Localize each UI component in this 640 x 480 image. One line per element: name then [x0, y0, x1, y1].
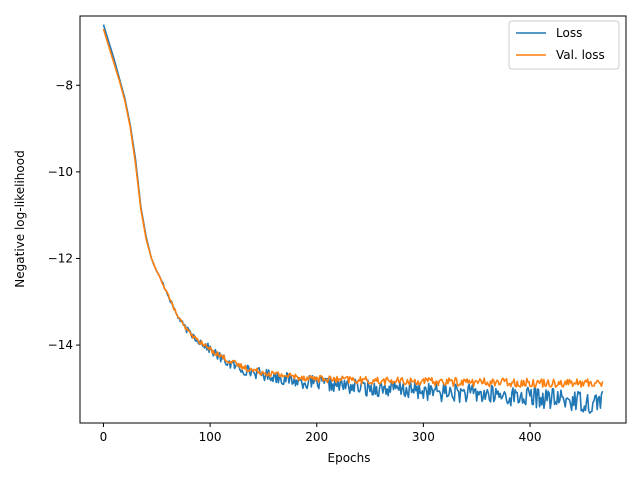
- legend: Loss Val. loss: [508, 20, 620, 70]
- legend-label-val-loss: Val. loss: [556, 48, 605, 62]
- y-tick-label: −14: [48, 338, 73, 352]
- y-axis-label: Negative log-likelihood: [13, 150, 27, 287]
- plot-frame: [79, 15, 627, 424]
- x-axis-label: Epochs: [328, 451, 371, 465]
- x-axis-ticks: 0 100 200 300 400: [100, 423, 542, 444]
- legend-label-loss: Loss: [556, 26, 582, 40]
- x-tick-label: 200: [305, 430, 328, 444]
- y-tick-label: −8: [55, 78, 73, 92]
- x-tick-label: 0: [100, 430, 108, 444]
- y-tick-label: −12: [48, 251, 73, 265]
- x-tick-label: 100: [199, 430, 222, 444]
- series-line-loss: [102, 24, 604, 414]
- x-tick-label: 400: [519, 430, 542, 444]
- series-layer: [102, 24, 604, 414]
- x-tick-label: 300: [412, 430, 435, 444]
- y-axis-ticks: −14 −12 −10 −8: [48, 78, 80, 352]
- series-line-val-loss: [102, 28, 604, 388]
- y-tick-label: −10: [48, 165, 73, 179]
